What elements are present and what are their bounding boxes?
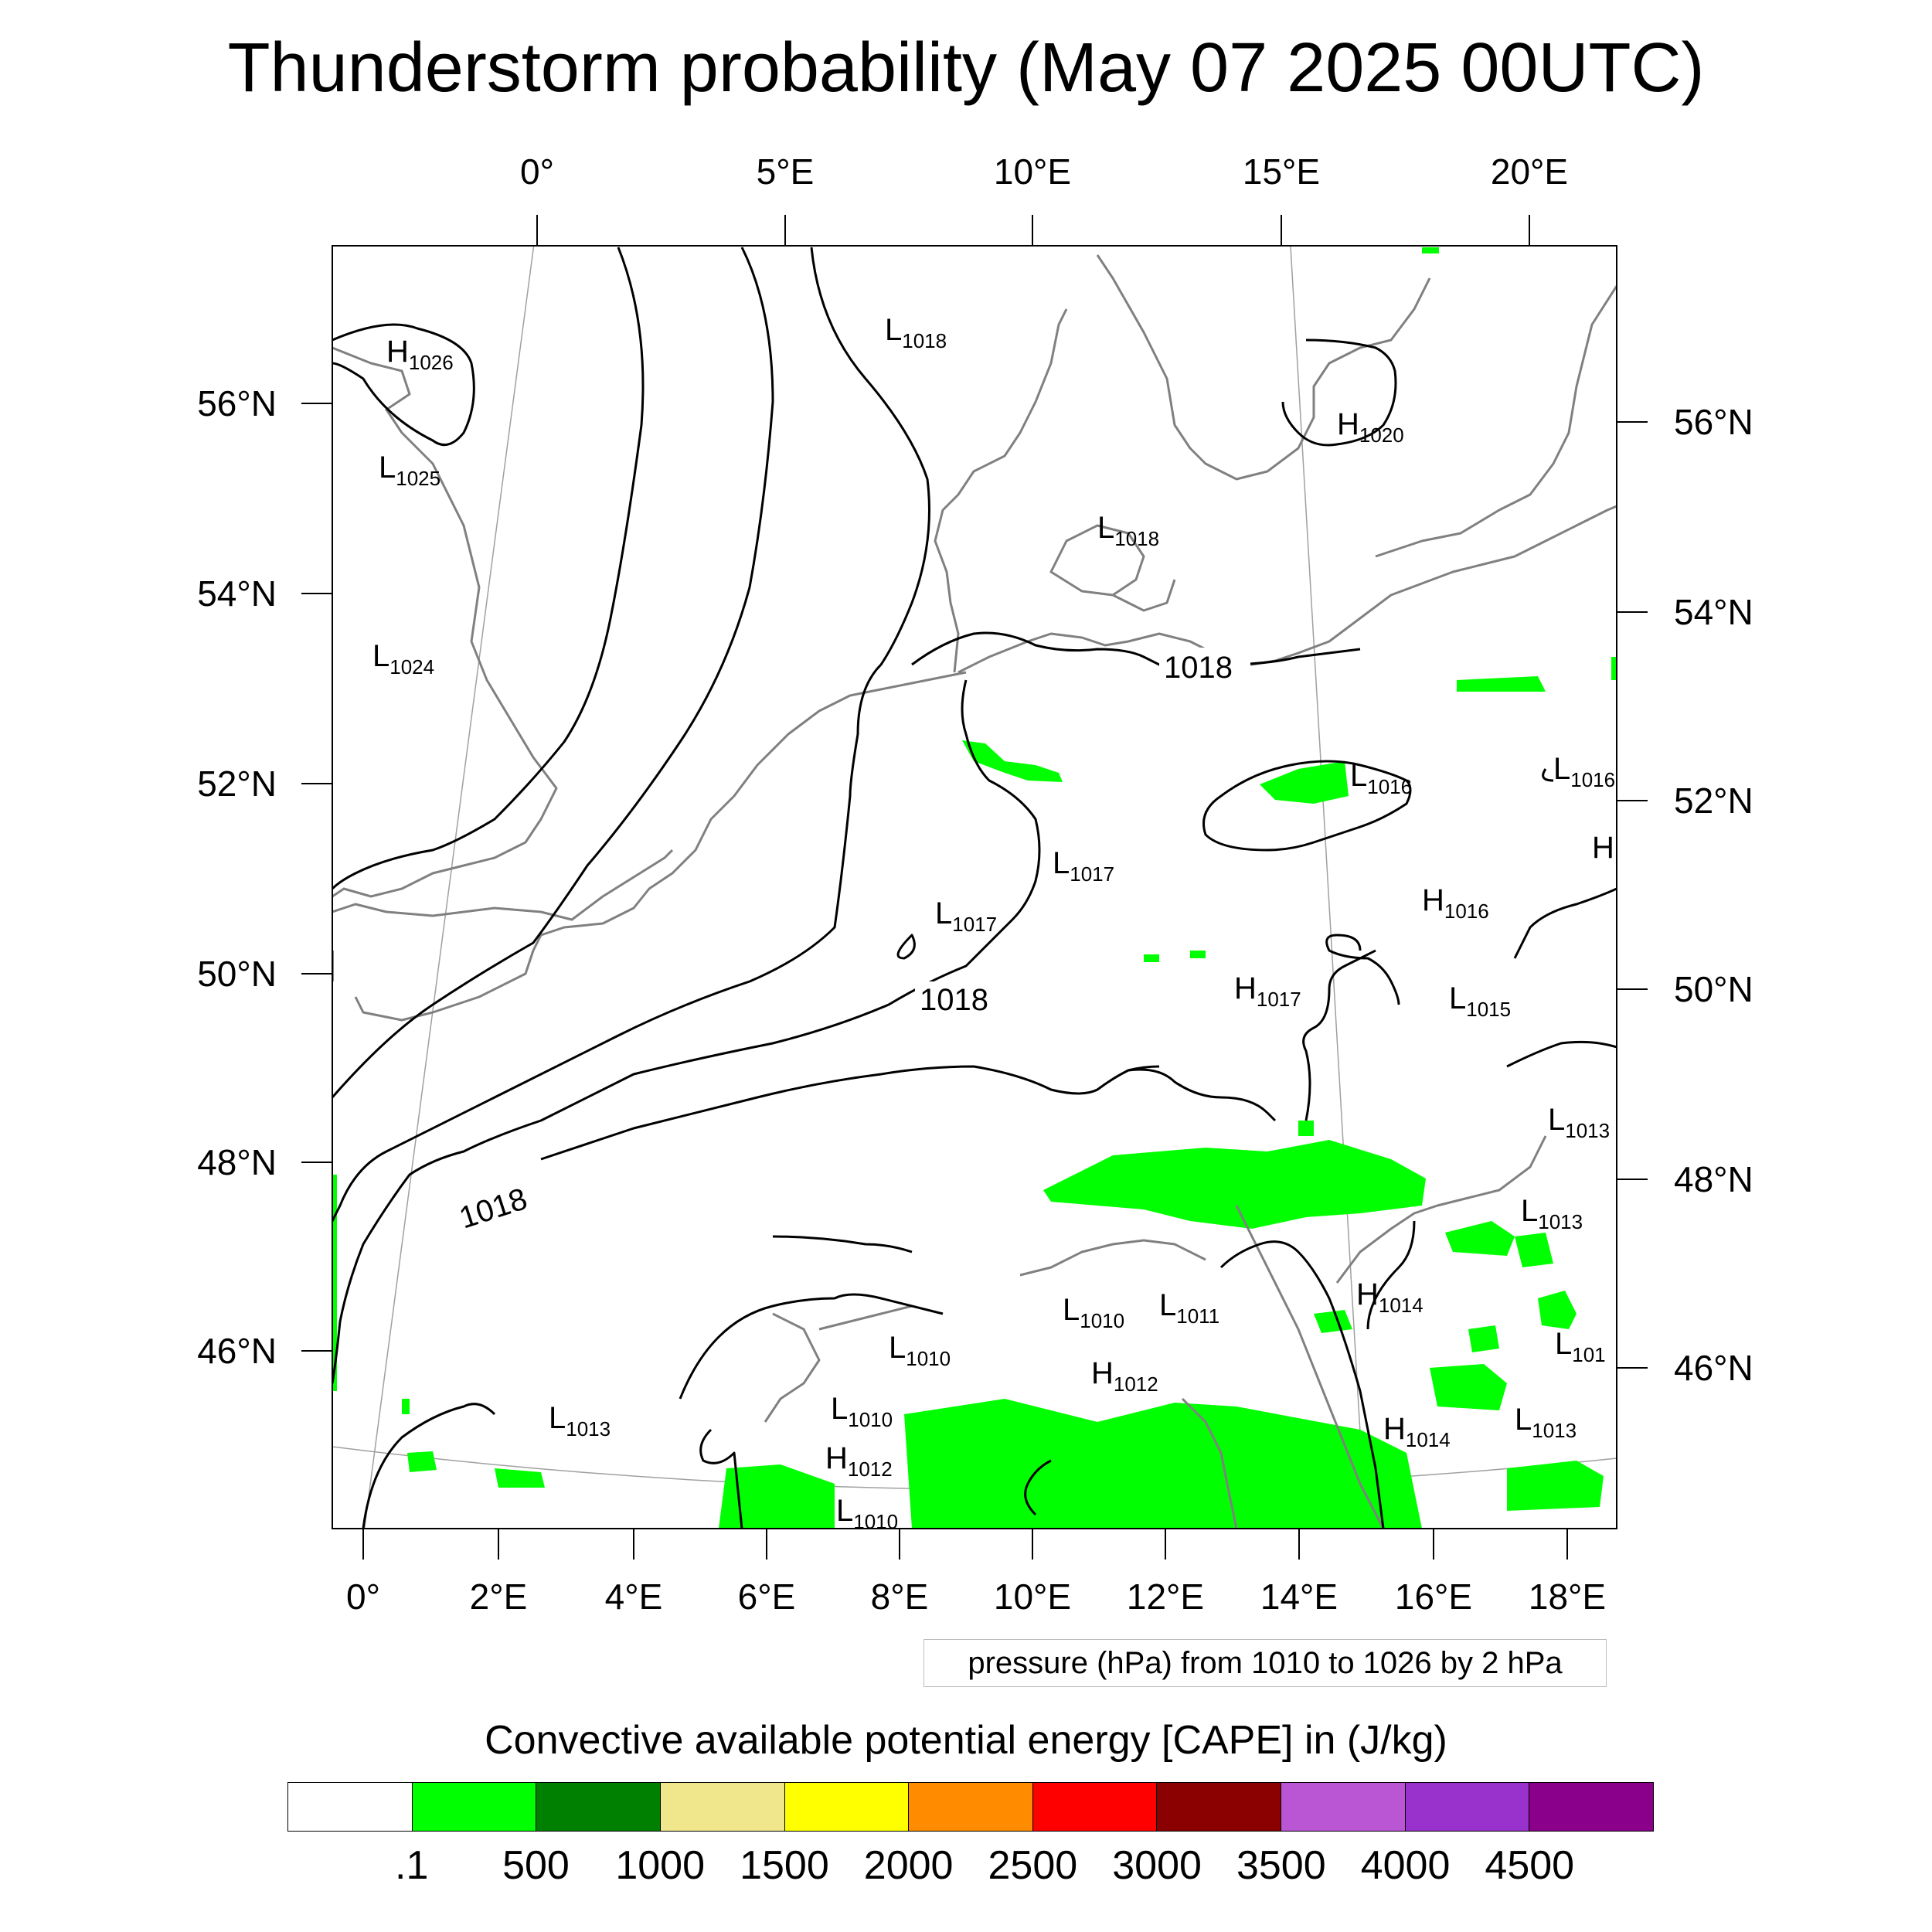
legend-label: 3500 <box>1236 1843 1326 1888</box>
pressure-center: H1012 <box>1091 1356 1158 1396</box>
cape-color-legend <box>287 1782 1654 1832</box>
pressure-info-note: pressure (hPa) from 1010 to 1026 by 2 hP… <box>923 1639 1607 1687</box>
pressure-center: L1013 <box>1515 1403 1577 1442</box>
pressure-center: H1014 <box>1356 1277 1423 1317</box>
right-lat-label: 46°N <box>1674 1348 1753 1388</box>
bottom-lon-label: 4°E <box>605 1577 663 1617</box>
pressure-center: L1011 <box>1159 1288 1219 1328</box>
legend-swatch <box>1405 1783 1530 1831</box>
left-lat-label: 46°N <box>197 1331 277 1371</box>
right-lat-label: 56°N <box>1674 402 1753 442</box>
legend-label: 500 <box>502 1843 570 1888</box>
pressure-center: H <box>1592 831 1614 865</box>
bottom-lon-label: 8°E <box>871 1577 929 1617</box>
pressure-center: L1018 <box>1097 511 1159 550</box>
right-lat-label: 52°N <box>1674 781 1753 821</box>
isobar-labels: 1018 1018 1018 <box>451 648 1250 1236</box>
legend-label: 2500 <box>988 1843 1078 1888</box>
left-lat-label: 56°N <box>197 383 277 423</box>
left-lat-label: 54°N <box>197 573 277 614</box>
legend-swatch <box>1032 1783 1158 1831</box>
left-lat-labels: 56°N 54°N 52°N 50°N 48°N 46°N <box>197 383 277 1371</box>
pressure-center: H1016 <box>1422 883 1489 923</box>
top-lon-labels: 0° 5°E 10°E 15°E 20°E <box>520 151 1568 192</box>
isobar-label: 1018 <box>1164 651 1233 685</box>
pressure-center: L1010 <box>889 1331 951 1370</box>
axis-ticks <box>301 215 1648 1560</box>
legend-label: 2000 <box>863 1843 954 1888</box>
top-lon-label: 0° <box>520 151 554 192</box>
bottom-lon-label: 16°E <box>1395 1577 1472 1617</box>
legend-swatch <box>660 1783 785 1831</box>
coastlines <box>332 254 1617 1529</box>
pressure-center: L1013 <box>1521 1194 1583 1233</box>
bottom-lon-labels: 0° 2°E 4°E 6°E 8°E 10°E 12°E 14°E 16°E 1… <box>346 1577 1606 1617</box>
pressure-center: H1017 <box>1234 971 1301 1011</box>
left-lat-label: 48°N <box>197 1142 277 1182</box>
legend-label: 4500 <box>1485 1843 1575 1888</box>
pressure-center: L1024 <box>372 639 434 679</box>
top-lon-label: 15°E <box>1243 151 1320 192</box>
bottom-lon-label: 18°E <box>1529 1577 1606 1617</box>
bottom-lon-label: 2°E <box>470 1577 528 1617</box>
pressure-center: L101 <box>1555 1327 1606 1366</box>
right-lat-labels: 56°N 54°N 52°N 50°N 48°N 46°N <box>1674 402 1753 1388</box>
legend-swatch <box>909 1783 1033 1831</box>
left-lat-label: 50°N <box>197 954 277 994</box>
pressure-center: H1026 <box>386 335 454 374</box>
legend-label: 3000 <box>1112 1843 1202 1888</box>
cape-shading <box>332 247 1617 1529</box>
bottom-lon-label: 10°E <box>994 1577 1071 1617</box>
bottom-lon-label: 14°E <box>1260 1577 1338 1617</box>
top-lon-label: 10°E <box>994 151 1071 192</box>
top-lon-label: 20°E <box>1491 151 1568 192</box>
pressure-center: L1016 <box>1350 759 1412 798</box>
legend-swatch <box>412 1783 537 1831</box>
pressure-centers: H1026 L1025 L1024 L1018 H1020 L1018 L101… <box>372 313 1615 1533</box>
legend-swatch <box>536 1783 661 1831</box>
isobar-label: 1018 <box>920 983 988 1017</box>
legend-swatch <box>288 1783 413 1831</box>
bottom-lon-label: 0° <box>346 1577 380 1617</box>
legend-label: 1000 <box>615 1843 706 1888</box>
legend-title: Convective available potential energy [C… <box>485 1718 1447 1763</box>
legend-swatch <box>1281 1783 1406 1831</box>
left-lat-label: 52°N <box>197 764 277 804</box>
bottom-lon-label: 12°E <box>1127 1577 1204 1617</box>
pressure-center: H1014 <box>1383 1412 1451 1451</box>
pressure-center: L1017 <box>935 896 997 936</box>
pressure-center: L1010 <box>836 1494 898 1533</box>
legend-swatch <box>1157 1783 1282 1831</box>
pressure-center: H1020 <box>1337 407 1404 447</box>
pressure-center: L1013 <box>1548 1103 1610 1142</box>
legend-label: .1 <box>395 1843 429 1888</box>
pressure-center: L1017 <box>1053 846 1114 886</box>
legend-swatch <box>784 1783 910 1831</box>
right-lat-label: 54°N <box>1674 592 1753 632</box>
top-lon-label: 5°E <box>757 151 815 192</box>
pressure-center: L1018 <box>885 313 947 352</box>
pressure-center: L1015 <box>1449 981 1511 1021</box>
legend-label: 4000 <box>1360 1843 1451 1888</box>
pressure-center: H1012 <box>825 1441 893 1481</box>
map-title: Thunderstorm probability (May 07 2025 00… <box>227 29 1705 107</box>
map-frame <box>332 245 1617 1529</box>
pressure-center: L1016 <box>1553 752 1615 791</box>
pressure-center: L1010 <box>1063 1293 1124 1332</box>
pressure-center: L1025 <box>379 451 440 490</box>
legend-swatch <box>1529 1783 1654 1831</box>
graticule <box>332 246 1617 1529</box>
right-lat-label: 50°N <box>1674 969 1753 1009</box>
isobars <box>332 247 1617 1529</box>
pressure-center: L1013 <box>549 1401 611 1440</box>
legend-label: 1500 <box>740 1843 829 1888</box>
legend-labels: .1 500 1000 1500 2000 2500 3000 3500 4000 4500 <box>0 1842 1932 1889</box>
pressure-center: L1010 <box>831 1392 893 1431</box>
bottom-lon-label: 6°E <box>738 1577 796 1617</box>
right-lat-label: 48°N <box>1674 1159 1753 1199</box>
